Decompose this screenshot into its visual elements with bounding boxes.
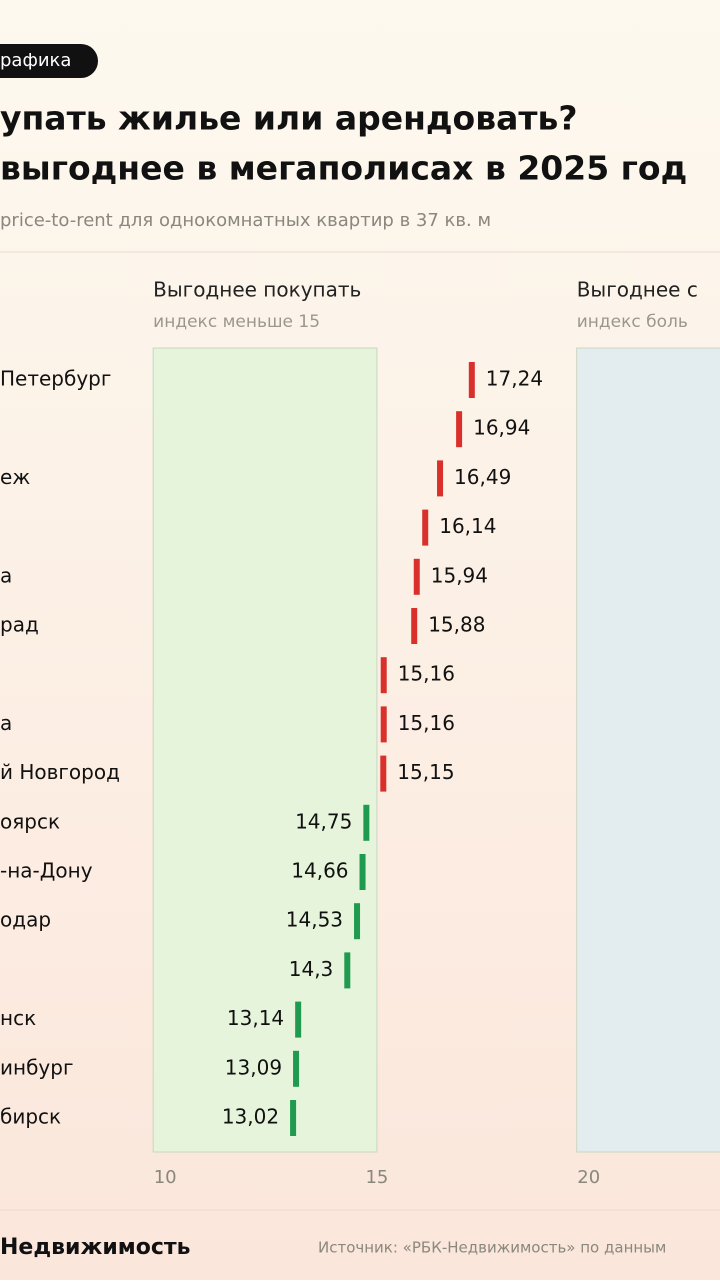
category-label: оярск [0,809,60,833]
value-tick [354,903,361,940]
value-label: 17,24 [486,367,543,391]
value-label: 15,16 [398,662,455,686]
zone-label: Выгоднее с [577,278,698,302]
badge-bg [0,44,98,78]
zone [576,347,720,1153]
category-label: нск [0,1006,36,1030]
badge: рафика [0,50,71,71]
value-label: 14,53 [286,908,343,932]
zone [152,347,378,1153]
value-label: 14,66 [291,859,348,883]
category-label: а [0,711,12,735]
value-label: 16,94 [473,416,530,440]
zone-label: Выгоднее покупать [153,278,361,302]
value-label: 14,3 [289,957,334,981]
x-tick-label: 20 [577,1167,600,1188]
value-tick [363,804,370,841]
category-label: одар [0,908,51,932]
value-label: 16,49 [454,465,511,489]
value-tick [468,362,475,398]
value-tick [290,1100,297,1136]
value-tick [359,854,366,890]
category-label: инбург [0,1055,73,1079]
category-label: -на-Дону [0,859,93,883]
zone-sublabel: индекс боль [577,312,688,332]
value-tick [293,1050,300,1087]
value-tick [437,460,444,497]
value-label: 15,94 [431,563,488,587]
value-label: 16,14 [439,514,496,538]
value-label: 13,14 [227,1006,284,1030]
value-label: 15,16 [398,711,455,735]
category-label: бирск [0,1105,61,1129]
value-tick [411,608,418,644]
zone-sublabel: индекс меньше 15 [153,312,320,332]
value-label: 15,15 [397,760,454,784]
value-label: 15,88 [428,613,485,637]
value-label: 14,75 [295,809,352,833]
x-tick-label: 10 [154,1167,177,1188]
title: выгоднее в мегаполисах в 2025 год [0,149,687,188]
value-tick [295,1001,302,1038]
footer-source: Источник: «РБК-Недвижимость» по данным [318,1239,666,1257]
value-label: 13,02 [222,1105,279,1129]
x-tick-label: 15 [365,1167,388,1188]
value-tick [344,952,351,989]
title: упать жилье или арендовать? [0,99,578,138]
value-tick [380,657,387,694]
category-label: еж [0,465,30,489]
value-tick [413,558,420,595]
value-tick [380,755,387,792]
category-label: рад [0,613,39,637]
value-label: 13,09 [225,1055,282,1079]
value-tick [456,411,463,448]
value-tick [380,706,387,743]
category-label: Петербург [0,367,111,391]
subtitle: price-to-rent для однокомнатных квартир … [0,210,491,231]
category-label: й Новгород [0,760,120,784]
category-label: а [0,563,12,587]
footer-brand: Недвижимость [0,1235,191,1260]
value-tick [422,509,429,546]
